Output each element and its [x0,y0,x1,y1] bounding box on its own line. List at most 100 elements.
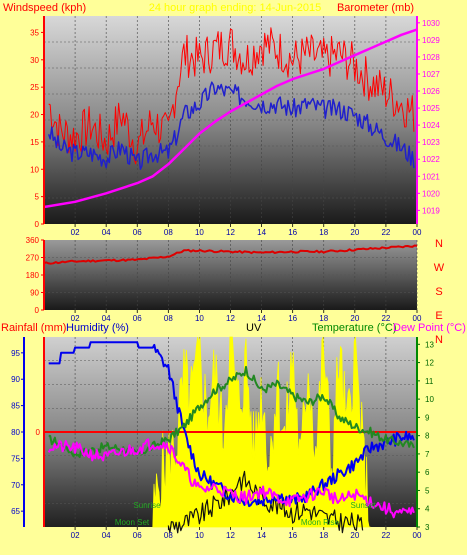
humidity-line [48,341,415,508]
x-tick-label: 12 [226,314,235,323]
x-tick-label: 06 [133,228,142,237]
barometer-tick: 1022 [422,155,440,164]
humidity-tick: 95 [11,349,20,358]
astro-label: Moon Rise [301,518,340,527]
x-tick-label: 04 [102,314,111,323]
temperature-tick: 10 [425,395,434,404]
humidity-tick: 75 [11,454,20,463]
humidity-tick: 85 [11,402,20,411]
direction-series [43,244,418,265]
x-tick-label: 22 [381,531,390,540]
x-tick-label: 08 [164,228,173,237]
windspeed-tick: 15 [30,138,39,147]
barometer-tick: 1029 [422,36,440,45]
temperature-tick: 7 [425,450,430,459]
windspeed-tick: 10 [30,165,39,174]
dewpoint-label: Dew Point (°C) [393,322,466,334]
compass-letter: N [435,334,443,346]
x-tick-label: 02 [71,314,80,323]
x-tick-label: 18 [319,228,328,237]
humidity-tick: 70 [11,481,20,490]
x-tick-label: 16 [288,314,297,323]
x-tick-label: 08 [164,314,173,323]
barometer-y-ticks: 1019 1020 1021 1022 1023 1024 1025 1026 1027 1028… [417,19,440,215]
direction-y-ticks: 0 90 180 270 360 [26,236,44,315]
windspeed-tick: 5 [35,193,40,202]
barometer-tick: 1025 [422,104,440,113]
temperature-tick: 6 [425,468,430,477]
rainfall-label: Rainfall (mm) [1,322,66,334]
temperature-tick: 9 [425,413,430,422]
humidity-y-ticks: 65 70 75 80 85 90 95 0 [11,349,40,516]
x-tick-label: 14 [257,314,266,323]
wind-y-ticks: 0 5 10 15 20 25 30 35 [30,28,44,229]
x-tick-label: 08 [164,531,173,540]
barometer-tick: 1030 [422,19,440,28]
windspeed-tick: 0 [35,220,40,229]
windspeed-axis-title: Windspeed (kph) [3,2,86,14]
x-tick-label: 12 [226,531,235,540]
temperature-tick: 12 [425,359,434,368]
x-tick-label: 10 [195,531,204,540]
chart-title: 24 hour graph ending: 14-Jun-2015 [149,2,321,14]
astro-label: Sunset [351,501,377,510]
barometer-line [43,28,418,209]
x-tick-label: 18 [319,314,328,323]
barometer-tick: 1027 [422,70,440,79]
astro-annotations: Sunrise Moon Set Moon Rise Sunset [115,501,376,527]
humidity-tick: 90 [11,375,20,384]
uv-label: UV [246,322,262,334]
x-tick-label: 22 [381,314,390,323]
x-tick-label: 00 [413,314,422,323]
x-tick-label: 10 [195,228,204,237]
temperature-tick: 8 [425,432,430,441]
x-tick-label: 20 [350,228,359,237]
windspeed-tick: 20 [30,111,39,120]
temperature-tick: 4 [425,505,430,514]
x-tick-label: 20 [350,314,359,323]
temperature-y-ticks: 3 4 5 6 7 8 9 10 11 12 13 [417,340,434,532]
barometer-tick: 1020 [422,189,440,198]
x-tick-label: 16 [288,228,297,237]
humidity-label: Humidity (%) [66,322,129,334]
x-tick-label: 02 [71,228,80,237]
solar-line [167,470,364,534]
weather-x-ticks: 02 04 06 08 10 12 14 16 18 20 22 00 [71,527,422,540]
barometer-tick: 1021 [422,172,440,181]
direction-tick: 180 [26,271,40,280]
barometer-tick: 1026 [422,87,440,96]
barometer-tick: 1024 [422,121,440,130]
x-tick-label: 02 [71,531,80,540]
x-tick-label: 18 [319,531,328,540]
humidity-tick: 65 [11,507,20,516]
weather-series [44,336,417,534]
compass-letter: E [435,310,442,322]
weather-chart: Rainfall (mm) Humidity (%) UV Temperatur… [1,322,466,540]
dewpoint-line [47,438,415,519]
direction-tick: 90 [30,289,39,298]
compass-letter: S [435,286,442,298]
barometer-tick: 1019 [422,206,440,215]
x-tick-label: 04 [102,228,111,237]
wind-average-line [47,81,415,170]
temperature-label: Temperature (°C) [312,322,396,334]
rainfall-tick: 0 [36,428,41,437]
barometer-tick: 1028 [422,53,440,62]
x-tick-label: 16 [288,531,297,540]
x-tick-label: 00 [413,228,422,237]
x-tick-label: 14 [257,228,266,237]
temperature-tick: 11 [425,377,434,386]
direction-tick: 360 [26,236,40,245]
x-tick-label: 10 [195,314,204,323]
x-tick-label: 04 [102,531,111,540]
compass-letter: W [434,262,445,274]
humidity-tick: 80 [11,428,20,437]
barometer-tick: 1023 [422,138,440,147]
direction-tick: 0 [35,306,40,315]
windspeed-tick: 35 [30,28,39,37]
barometer-axis-title: Barometer (mb) [337,2,414,14]
wind-chart: Windspeed (kph) 24 hour graph ending: 14… [3,2,440,237]
